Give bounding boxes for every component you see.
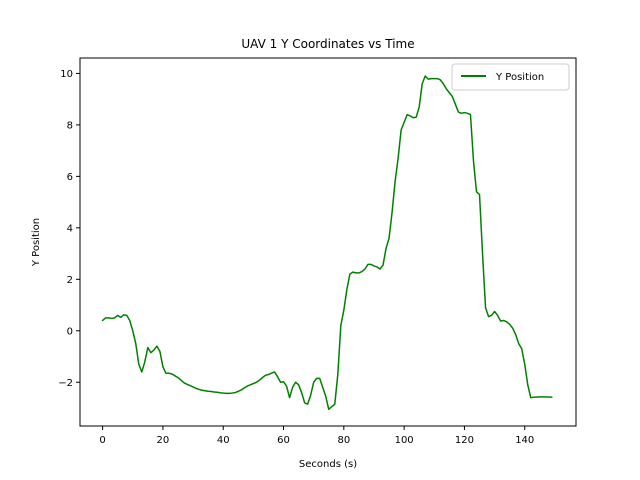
y-tick-label: 8: [67, 120, 73, 131]
y-axis-label: Y Position: [31, 218, 42, 267]
chart-title: UAV 1 Y Coordinates vs Time: [241, 37, 414, 51]
y-tick-label: 2: [67, 275, 73, 286]
y-axis-ticks: −2 0 2 4 6 8 10: [58, 69, 80, 389]
x-tick-label: 20: [157, 435, 170, 446]
x-tick-label: 120: [455, 435, 474, 446]
plot-frame: [79, 57, 577, 427]
x-tick-label: 100: [395, 435, 414, 446]
x-axis-label: Seconds (s): [299, 459, 357, 470]
x-axis-ticks: 0 20 40 60 80 100 120 140: [99, 426, 534, 446]
y-tick-label: −2: [58, 378, 73, 389]
legend-box: [451, 63, 570, 91]
y-tick-label: 4: [67, 223, 73, 234]
y-tick-label: 6: [67, 172, 73, 183]
x-tick-label: 140: [515, 435, 534, 446]
x-tick-label: 60: [277, 435, 290, 446]
x-tick-label: 80: [337, 435, 350, 446]
x-tick-label: 40: [217, 435, 230, 446]
legend-label-y-position: Y Position: [495, 72, 544, 83]
series-line-0: [101, 75, 553, 411]
y-tick-label: 10: [60, 69, 73, 80]
x-tick-label: 0: [99, 435, 105, 446]
plot-lines: [101, 75, 553, 411]
legend: Y Position: [451, 63, 570, 91]
y-tick-label: 0: [67, 326, 73, 337]
